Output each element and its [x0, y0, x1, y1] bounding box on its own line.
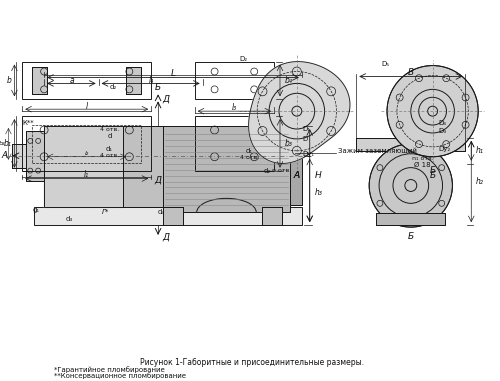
Text: А: А [2, 151, 8, 160]
Text: Ø 18: Ø 18 [414, 162, 431, 168]
Circle shape [387, 66, 478, 157]
Text: n отв.: n отв. [272, 168, 291, 173]
Text: 4 отв.: 4 отв. [100, 153, 119, 158]
Bar [12, 144, 26, 168]
Bar [124, 126, 163, 207]
Bar [124, 126, 163, 207]
Text: Б: Б [155, 83, 161, 92]
Text: b₁: b₁ [4, 139, 12, 148]
Text: 4 отв.: 4 отв. [100, 128, 119, 133]
Text: А: А [294, 171, 300, 180]
Text: l₄: l₄ [148, 76, 154, 85]
Bar [376, 213, 446, 225]
Text: Рисунок 1-Габоритные и присоединительные размеры.: Рисунок 1-Габоритные и присоединительные… [140, 359, 364, 367]
Text: l₂: l₂ [84, 151, 89, 156]
Text: D₁: D₁ [303, 126, 311, 132]
Text: Д: Д [162, 232, 169, 242]
Bar [12, 144, 26, 168]
Bar [356, 138, 466, 151]
Bar [277, 139, 295, 161]
Text: d₂: d₂ [264, 168, 270, 174]
Text: Dy₁: Dy₁ [303, 151, 315, 157]
Bar [34, 207, 302, 225]
Text: l: l [86, 102, 88, 111]
Text: D₄: D₄ [438, 120, 446, 126]
Text: h₁: h₁ [476, 146, 484, 155]
Bar [290, 133, 302, 205]
Text: d₁: d₁ [106, 146, 113, 152]
Text: l₃: l₃ [232, 103, 237, 112]
Text: a: a [70, 76, 74, 85]
Text: b₃: b₃ [285, 139, 293, 148]
Bar [163, 126, 290, 212]
Bar [290, 133, 302, 205]
Bar [195, 116, 274, 171]
Text: b₄: b₄ [285, 76, 293, 85]
Text: **Консервационное пломбирование: **Консервационное пломбирование [54, 372, 186, 379]
Text: d₄: d₄ [158, 209, 164, 215]
Bar [26, 131, 44, 181]
Bar [32, 67, 47, 94]
Text: b: b [6, 76, 12, 85]
Text: Д: Д [154, 176, 162, 185]
Bar [356, 138, 466, 151]
Text: D₅: D₅ [381, 61, 389, 67]
Text: Б: Б [408, 232, 414, 240]
Polygon shape [44, 126, 124, 207]
Text: Г*: Г* [102, 209, 110, 215]
Text: К**: К** [22, 120, 34, 126]
Text: D₃: D₃ [438, 128, 446, 134]
Text: D₂: D₂ [240, 56, 248, 62]
Text: d₁: d₁ [246, 148, 253, 154]
Text: d: d [108, 133, 112, 139]
Text: L: L [170, 69, 175, 78]
Bar [26, 131, 44, 181]
Bar [22, 62, 151, 99]
Bar [163, 207, 183, 225]
Text: Д: Д [162, 95, 169, 104]
Text: h₃: h₃ [314, 188, 322, 197]
Text: *Гарантийное пломбирование: *Гарантийное пломбирование [54, 367, 165, 373]
Text: b₂: b₂ [0, 141, 6, 146]
Polygon shape [248, 62, 350, 163]
Text: В: В [408, 68, 414, 77]
Bar [262, 207, 282, 225]
Bar [163, 207, 183, 225]
Circle shape [369, 144, 452, 227]
Bar [32, 125, 141, 163]
Bar [126, 67, 141, 94]
Text: Б: Б [430, 171, 436, 180]
Text: l₁: l₁ [84, 170, 89, 179]
Text: g₁: g₁ [32, 207, 40, 213]
Text: h₂: h₂ [476, 177, 484, 186]
Bar [22, 116, 151, 171]
Text: n₁ отв.: n₁ отв. [412, 156, 434, 161]
Text: Зажим заземляющий: Зажим заземляющий [338, 147, 417, 154]
Text: d₂: d₂ [110, 84, 117, 90]
Bar [44, 126, 124, 207]
Text: Dy₂: Dy₂ [438, 146, 451, 152]
Text: d₃: d₃ [66, 216, 72, 222]
Bar [262, 207, 282, 225]
Text: D: D [303, 136, 308, 142]
Bar [277, 139, 295, 161]
Bar [163, 126, 290, 212]
Bar [32, 67, 47, 94]
Text: А: А [294, 171, 300, 180]
Text: Б: Б [430, 166, 436, 175]
Text: 4 отв.: 4 отв. [240, 155, 259, 160]
Bar [126, 67, 141, 94]
Text: H: H [314, 171, 322, 180]
Bar [195, 62, 274, 99]
Bar [376, 213, 446, 225]
